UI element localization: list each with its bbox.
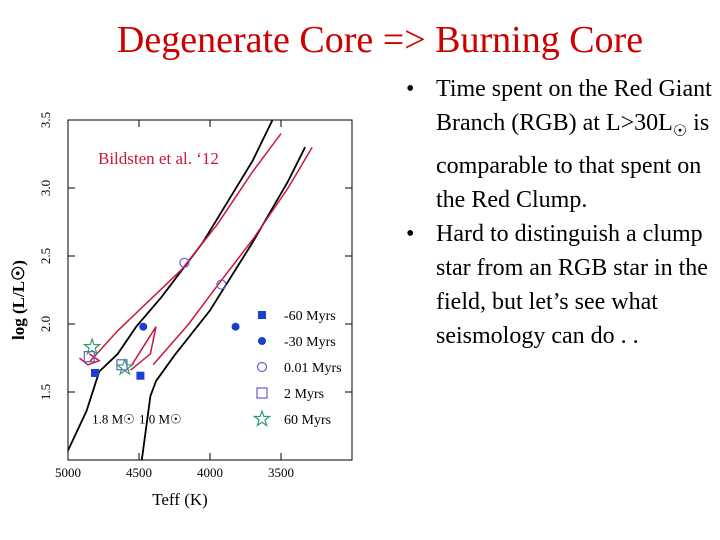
marker-open-circle — [179, 257, 190, 268]
marker-filled-square — [136, 371, 145, 380]
y-tick-label: 2.5 — [38, 248, 53, 264]
red-clump-track — [130, 326, 157, 371]
bullet-item: • Time spent on the Red Giant Branch (RGB… — [404, 72, 714, 217]
citation-annotation: Bildsten et al. ‘12 — [98, 149, 219, 168]
legend-label: -60 Myrs — [284, 309, 336, 324]
legend-label: -30 Myrs — [284, 335, 336, 350]
bullet-text: Time spent on the Red Giant Branch (RGB)… — [436, 76, 712, 136]
bullet-text-suffix: is comparable to that spent on the Red C… — [436, 110, 710, 213]
y-tick-label: 3.0 — [38, 180, 53, 196]
y-tick-label: 2.0 — [38, 316, 53, 332]
mass-label: 1.8 M☉ — [92, 411, 135, 426]
y-axis-label: log (L/L☉) — [9, 260, 28, 340]
y-tick-label: 1.5 — [38, 384, 53, 400]
marker-open-circle — [216, 279, 227, 290]
mass-label: 1.0 M☉ — [139, 411, 182, 426]
x-tick-label: 4500 — [126, 465, 152, 480]
marker-filled-square — [90, 368, 99, 377]
bullet-item: • Hard to distinguish a clump star from a… — [404, 217, 714, 353]
legend-label: 2 Myrs — [284, 387, 324, 402]
legend-label: 60 Myrs — [284, 413, 331, 428]
marker-open-star — [82, 337, 102, 356]
legend-swatch-filled-circle — [258, 337, 266, 345]
bullet-dot: • — [406, 220, 415, 247]
legend-swatch-open-circle — [256, 361, 268, 373]
legend-label: 0.01 Myrs — [284, 361, 342, 376]
slide-title: Degenerate Core => Burning Core — [116, 19, 644, 61]
evolution-track — [140, 146, 306, 461]
legend-swatch-open-square — [256, 387, 268, 399]
red-clump-track — [88, 133, 282, 363]
x-tick-label: 5000 — [55, 465, 81, 480]
marker-filled-circle — [139, 322, 148, 331]
evolution-track — [67, 119, 274, 451]
red-clump-track — [152, 146, 313, 366]
x-axis-label: Teff (K) — [152, 490, 208, 509]
marker-open-star — [115, 357, 135, 376]
x-tick-label: 3500 — [268, 465, 294, 480]
hr-diagram: 5000 4500 4000 3500 1.5 2.0 2.5 3.0 3.5 Teff (K) l… — [9, 112, 353, 509]
bullet-text: Hard to distinguish a clump star from an… — [436, 220, 708, 349]
legend-swatch-open-star — [252, 409, 272, 427]
y-tick-label: 3.5 — [38, 112, 53, 128]
sun-symbol: ☉ — [672, 122, 688, 140]
bullet-dot: • — [406, 76, 415, 102]
plot-frame — [67, 119, 353, 461]
legend-swatch-filled-square — [258, 311, 266, 319]
x-tick-label: 4000 — [197, 465, 223, 480]
marker-filled-circle — [231, 322, 240, 331]
bullet-list: • Time spent on the Red Giant Branch (RGB… — [404, 72, 714, 353]
